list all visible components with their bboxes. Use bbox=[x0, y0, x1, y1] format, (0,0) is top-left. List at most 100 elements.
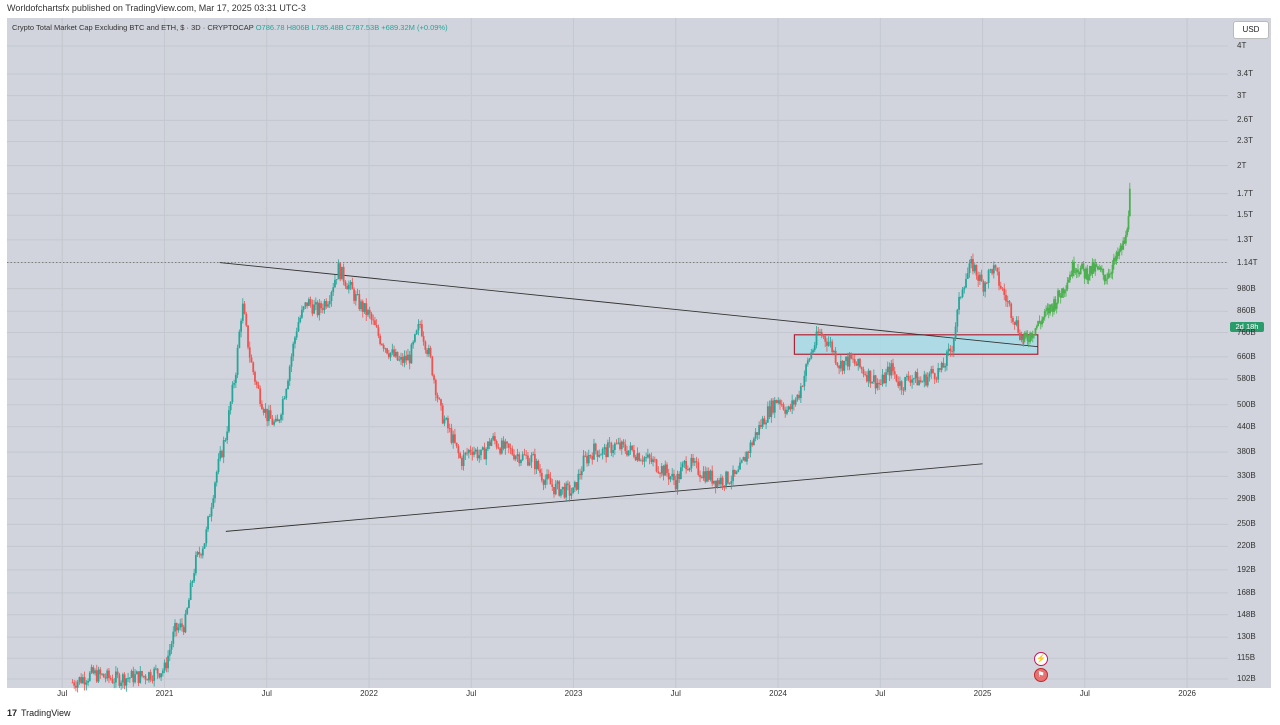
price-candle bbox=[281, 399, 284, 415]
tradingview-logo: 17 bbox=[7, 708, 18, 718]
y-tick-label: 380B bbox=[1237, 447, 1256, 457]
price-candle bbox=[181, 623, 183, 628]
price-candle bbox=[121, 674, 124, 683]
price-candle bbox=[349, 281, 352, 285]
price-candle bbox=[233, 382, 236, 385]
price-candle bbox=[902, 389, 905, 391]
price-candle bbox=[311, 304, 314, 314]
price-candle bbox=[521, 454, 524, 460]
price-candle bbox=[890, 363, 893, 376]
projection-candle bbox=[1105, 279, 1107, 282]
price-candle bbox=[316, 302, 319, 316]
y-tick-label: 1.14T bbox=[1237, 257, 1258, 267]
price-candle bbox=[379, 335, 382, 344]
price-candle bbox=[855, 363, 858, 366]
price-candle bbox=[248, 347, 251, 358]
x-tick-label: 2026 bbox=[1178, 689, 1196, 698]
price-candle bbox=[716, 480, 719, 488]
projection-candle bbox=[1087, 276, 1090, 281]
x-tick-label: Jul bbox=[57, 689, 68, 698]
price-candle bbox=[876, 382, 879, 389]
price-candle bbox=[295, 331, 298, 338]
price-candle bbox=[360, 301, 362, 310]
price-candle bbox=[280, 414, 282, 420]
price-candle bbox=[951, 350, 953, 352]
price-candle bbox=[321, 308, 324, 310]
price-candle bbox=[735, 471, 738, 474]
footer: 17 TradingView bbox=[7, 708, 71, 718]
projection-candle bbox=[1069, 274, 1071, 280]
price-candle bbox=[786, 409, 788, 414]
price-candle bbox=[120, 682, 123, 686]
price-candle bbox=[796, 394, 799, 400]
price-candle bbox=[261, 404, 263, 410]
price-candle bbox=[400, 357, 402, 360]
price-candle bbox=[297, 322, 300, 332]
price-candle bbox=[156, 668, 159, 674]
price-candle bbox=[810, 352, 813, 359]
price-candle bbox=[975, 264, 978, 276]
price-candle bbox=[713, 480, 715, 484]
price-candle bbox=[817, 331, 820, 334]
price-candle bbox=[205, 529, 208, 544]
price-candle bbox=[207, 516, 209, 530]
price-candle bbox=[478, 455, 481, 459]
price-candle bbox=[318, 303, 321, 316]
price-candle bbox=[175, 623, 178, 631]
price-candle bbox=[829, 341, 832, 343]
projection-candle bbox=[1112, 257, 1115, 265]
price-candle bbox=[146, 679, 149, 681]
price-candle bbox=[1018, 332, 1021, 340]
price-candle bbox=[445, 418, 448, 420]
price-candle bbox=[648, 454, 651, 459]
price-candle bbox=[288, 366, 291, 381]
lightning-icon[interactable]: ⚡ bbox=[1034, 652, 1048, 666]
price-candle bbox=[693, 461, 696, 463]
price-candle bbox=[81, 677, 84, 684]
price-candle bbox=[516, 454, 519, 457]
price-candle bbox=[608, 442, 611, 444]
price-candle bbox=[532, 454, 535, 456]
flag-icon[interactable]: ⚑ bbox=[1034, 668, 1048, 682]
price-candle bbox=[565, 483, 568, 498]
price-candle bbox=[382, 344, 385, 349]
projection-candle bbox=[1046, 307, 1049, 311]
price-candle bbox=[904, 377, 907, 391]
price-candle bbox=[919, 380, 922, 382]
price-candle bbox=[142, 675, 145, 677]
projection-candle bbox=[1061, 288, 1063, 298]
price-candle bbox=[504, 441, 507, 449]
price-candle bbox=[958, 296, 960, 310]
price-candle bbox=[973, 264, 976, 272]
currency-button[interactable]: USD bbox=[1233, 21, 1269, 39]
price-candle bbox=[714, 480, 717, 488]
price-candle bbox=[711, 470, 714, 484]
price-candle bbox=[255, 381, 258, 385]
price-candle bbox=[1013, 321, 1016, 325]
price-candle bbox=[102, 673, 105, 678]
price-candle bbox=[551, 484, 554, 487]
price-candle bbox=[229, 401, 232, 411]
projection-candle bbox=[1042, 317, 1045, 320]
change-value: +689.32M (+0.09%) bbox=[381, 23, 448, 32]
price-candle bbox=[198, 551, 201, 555]
price-candle bbox=[834, 350, 837, 363]
projection-candle bbox=[1107, 273, 1110, 279]
price-candle bbox=[681, 463, 684, 468]
y-tick-label: 760B bbox=[1237, 327, 1256, 337]
projection-candle bbox=[1086, 268, 1089, 281]
price-candle bbox=[813, 345, 816, 351]
price-candle bbox=[1017, 320, 1020, 333]
projection-candle bbox=[1054, 299, 1057, 309]
x-tick-label: 2021 bbox=[155, 689, 174, 698]
price-candle bbox=[499, 448, 502, 454]
chart-area[interactable] bbox=[7, 18, 1271, 688]
projection-candle bbox=[1127, 216, 1130, 230]
projection-candle bbox=[1124, 234, 1127, 244]
price-candle bbox=[78, 677, 81, 682]
price-candle bbox=[916, 372, 919, 386]
projection-candle bbox=[1079, 268, 1082, 275]
price-candle bbox=[653, 459, 656, 461]
price-candle bbox=[773, 399, 776, 413]
price-candle bbox=[984, 282, 987, 292]
